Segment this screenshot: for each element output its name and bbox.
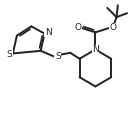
- Text: N: N: [92, 45, 99, 54]
- Text: O: O: [110, 23, 117, 32]
- Text: N: N: [45, 28, 51, 37]
- Text: S: S: [55, 52, 61, 61]
- Text: S: S: [6, 50, 12, 59]
- Text: O: O: [74, 23, 81, 32]
